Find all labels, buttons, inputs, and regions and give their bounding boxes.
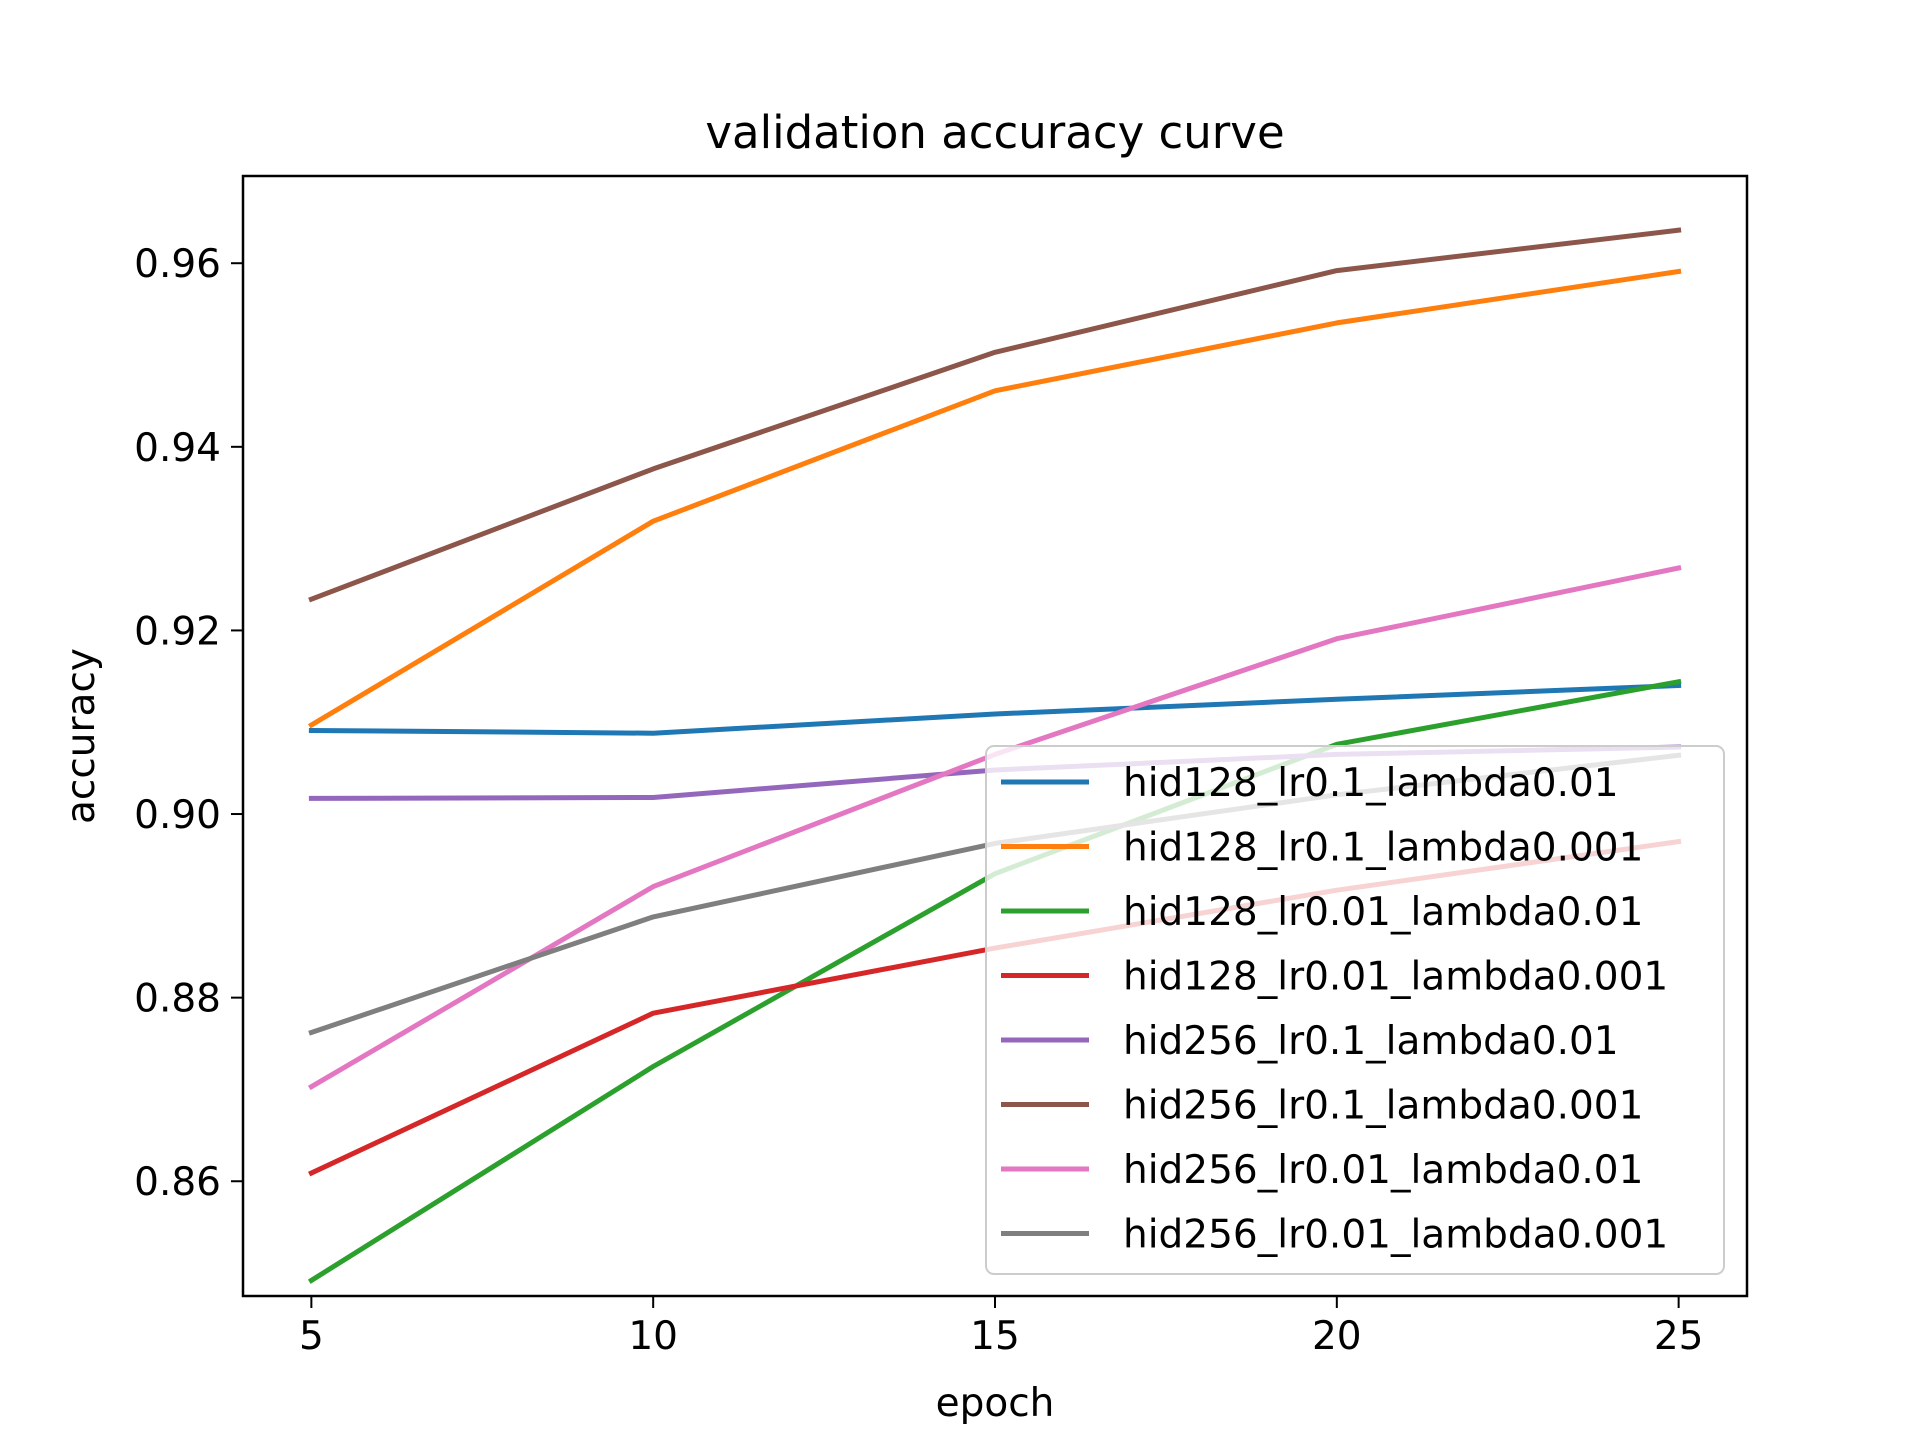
y-tick-label: 0.94 — [134, 426, 221, 471]
x-tick-label: 25 — [1654, 1314, 1704, 1359]
legend-label: hid128_lr0.1_lambda0.001 — [1123, 826, 1643, 871]
legend-label: hid256_lr0.01_lambda0.01 — [1123, 1148, 1643, 1193]
x-axis-ticks: 5 10 15 20 25 — [299, 1296, 1704, 1359]
x-tick-label: 15 — [970, 1314, 1020, 1359]
x-tick-label: 5 — [299, 1314, 324, 1359]
legend-box — [985, 745, 1725, 1275]
x-tick-label: 20 — [1312, 1314, 1362, 1359]
legend-label: hid128_lr0.01_lambda0.01 — [1123, 890, 1643, 935]
y-tick-label: 0.92 — [134, 609, 221, 654]
series-line-1 — [308, 682, 1682, 736]
y-tick-label: 0.90 — [134, 793, 221, 838]
legend: hid128_lr0.1_lambda0.01 hid128_lr0.1_lamb… — [985, 745, 1725, 1275]
legend-label: hid128_lr0.01_lambda0.001 — [1123, 955, 1668, 1000]
series-line-2 — [307, 268, 1682, 729]
y-axis-label: accuracy — [59, 648, 104, 824]
legend-items: hid128_lr0.1_lambda0.01 hid128_lr0.1_lamb… — [1001, 761, 1668, 1258]
legend-label: hid256_lr0.01_lambda0.001 — [1123, 1213, 1668, 1258]
legend-label: hid128_lr0.1_lambda0.01 — [1123, 761, 1619, 806]
y-tick-label: 0.86 — [134, 1160, 221, 1205]
x-tick-label: 10 — [628, 1314, 678, 1359]
legend-label: hid256_lr0.1_lambda0.001 — [1123, 1084, 1643, 1129]
series-line-6 — [308, 227, 1682, 603]
y-tick-label: 0.88 — [134, 977, 221, 1022]
legend-label: hid256_lr0.1_lambda0.01 — [1123, 1019, 1619, 1064]
y-tick-label: 0.96 — [134, 242, 221, 287]
x-axis-label: epoch — [936, 1381, 1055, 1426]
y-axis-ticks: 0.86 0.88 0.90 0.92 0.94 0.96 — [134, 242, 243, 1205]
chart-title: validation accuracy curve — [705, 106, 1284, 159]
